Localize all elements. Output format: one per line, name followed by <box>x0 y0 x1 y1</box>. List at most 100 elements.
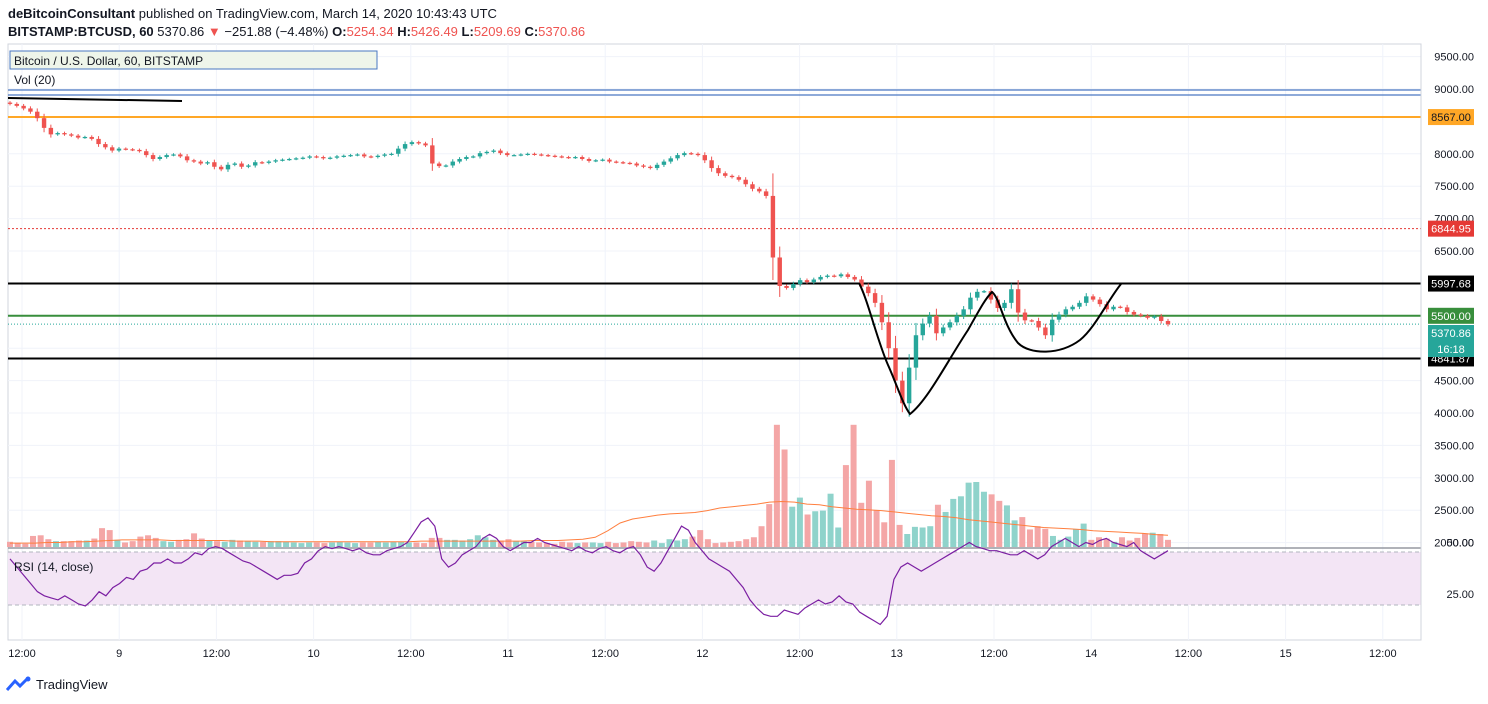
candle-body <box>593 160 599 162</box>
volume-bar <box>214 541 221 547</box>
candle-body <box>69 134 74 136</box>
volume-bar <box>137 536 144 547</box>
last-price-badge-bg <box>1428 341 1474 357</box>
time-tick-label: 12:00 <box>786 648 814 660</box>
volume-bar <box>827 493 834 547</box>
last-price-tag: 5370.86 <box>1431 328 1471 340</box>
drawings <box>7 89 1421 416</box>
volume-bar <box>681 539 688 547</box>
volume-bar <box>14 543 21 547</box>
price-tick-label: 2500.00 <box>1434 505 1474 517</box>
volume-bar <box>850 424 857 547</box>
volume-bar <box>467 539 474 547</box>
volume-bar <box>574 543 581 547</box>
candle-body <box>743 179 748 185</box>
candle-body <box>552 155 558 157</box>
volume-bar <box>1088 539 1095 547</box>
candle-body <box>757 188 762 192</box>
volume-bar <box>758 526 765 547</box>
candle-body <box>518 154 524 156</box>
volume-bar <box>436 537 443 547</box>
price-tick-label: 9500.00 <box>1434 52 1474 64</box>
volume-bar <box>1126 540 1133 547</box>
volume-bar <box>336 541 343 547</box>
candle-body <box>402 144 408 149</box>
volume-bar <box>1103 538 1110 547</box>
volume-bar <box>260 541 267 547</box>
volume-bar <box>773 424 780 547</box>
candle-body <box>838 274 844 277</box>
candle-body <box>491 150 496 152</box>
candle-body <box>1118 306 1123 308</box>
candle-body <box>184 156 190 161</box>
candle-body <box>293 158 299 160</box>
candle-body <box>409 142 415 145</box>
candle-body <box>239 163 244 167</box>
volume-bar <box>76 540 83 547</box>
time-tick-label: 14 <box>1085 648 1097 660</box>
volume-bar <box>175 539 182 547</box>
volume-bar <box>589 542 596 547</box>
volume-bar <box>766 504 773 547</box>
candle-body <box>457 158 462 162</box>
time-tick-label: 13 <box>891 648 903 660</box>
candle-body <box>327 157 333 159</box>
volume-bar <box>942 511 949 547</box>
volume-bar <box>727 541 734 547</box>
price-tick-label: 6500.00 <box>1434 246 1474 258</box>
volume-bar <box>7 541 13 547</box>
volume-bar <box>1065 536 1072 547</box>
candle-body <box>688 153 694 155</box>
candle-body <box>1063 309 1069 315</box>
volume-bar <box>566 542 573 547</box>
volume-bar <box>559 541 566 547</box>
level-tag: 5500.00 <box>1431 311 1471 323</box>
time-tick-label: 10 <box>307 648 319 660</box>
candle-body <box>321 157 326 159</box>
tradingview-footer[interactable]: TradingView <box>6 676 108 692</box>
volume-bar <box>781 449 788 547</box>
candle-body <box>348 155 353 157</box>
volume-bar <box>421 543 428 547</box>
volume-ma-line <box>10 500 1169 544</box>
volume-bar <box>1149 532 1156 547</box>
candle-body <box>75 135 81 138</box>
candle-body <box>1158 316 1164 321</box>
volume-bar <box>704 539 711 547</box>
candle-body <box>1002 302 1007 309</box>
chart-frame <box>7 43 1422 641</box>
candle-body <box>811 279 816 283</box>
volume-bar <box>643 542 650 547</box>
candle-body <box>1015 289 1021 313</box>
volume-bar <box>804 514 811 547</box>
trendline-drawing[interactable] <box>7 97 183 102</box>
candle-body <box>695 153 701 156</box>
level-tag: 6844.95 <box>1431 224 1471 236</box>
volume-bar <box>221 541 228 547</box>
price-axis[interactable]: 9500.009000.008000.007500.007000.006500.… <box>1420 44 1474 640</box>
publisher-name[interactable]: deBitcoinConsultant <box>8 6 136 21</box>
price-chart[interactable]: 9500.009000.008000.007500.007000.006500.… <box>0 0 1488 670</box>
candle-body <box>498 150 503 154</box>
candle-body <box>927 315 932 324</box>
cup-and-handle-drawing[interactable] <box>858 282 1122 416</box>
volume-bar <box>482 537 489 547</box>
candle-body <box>825 275 830 277</box>
volume-bar <box>306 542 313 547</box>
volume-bar <box>83 540 90 547</box>
volume-bar <box>390 541 397 547</box>
volume-bar <box>528 541 535 547</box>
volume-bar <box>651 540 658 547</box>
price-tick-label: 4000.00 <box>1434 408 1474 420</box>
volume-bar <box>896 524 903 547</box>
volume-bar <box>1111 541 1118 547</box>
candle-body <box>709 160 714 169</box>
time-axis[interactable]: 12:00 9 12:00 10 12:00 11 12:00 12 12:00 13 12:00 1… <box>8 648 1396 660</box>
volume-bar <box>635 541 642 547</box>
volume-bar <box>605 541 612 547</box>
candle-body <box>1050 319 1055 336</box>
price-tick-label: 9000.00 <box>1434 84 1474 96</box>
volume-bar <box>160 541 167 547</box>
candle-body <box>300 157 306 159</box>
candle-body <box>770 195 776 258</box>
